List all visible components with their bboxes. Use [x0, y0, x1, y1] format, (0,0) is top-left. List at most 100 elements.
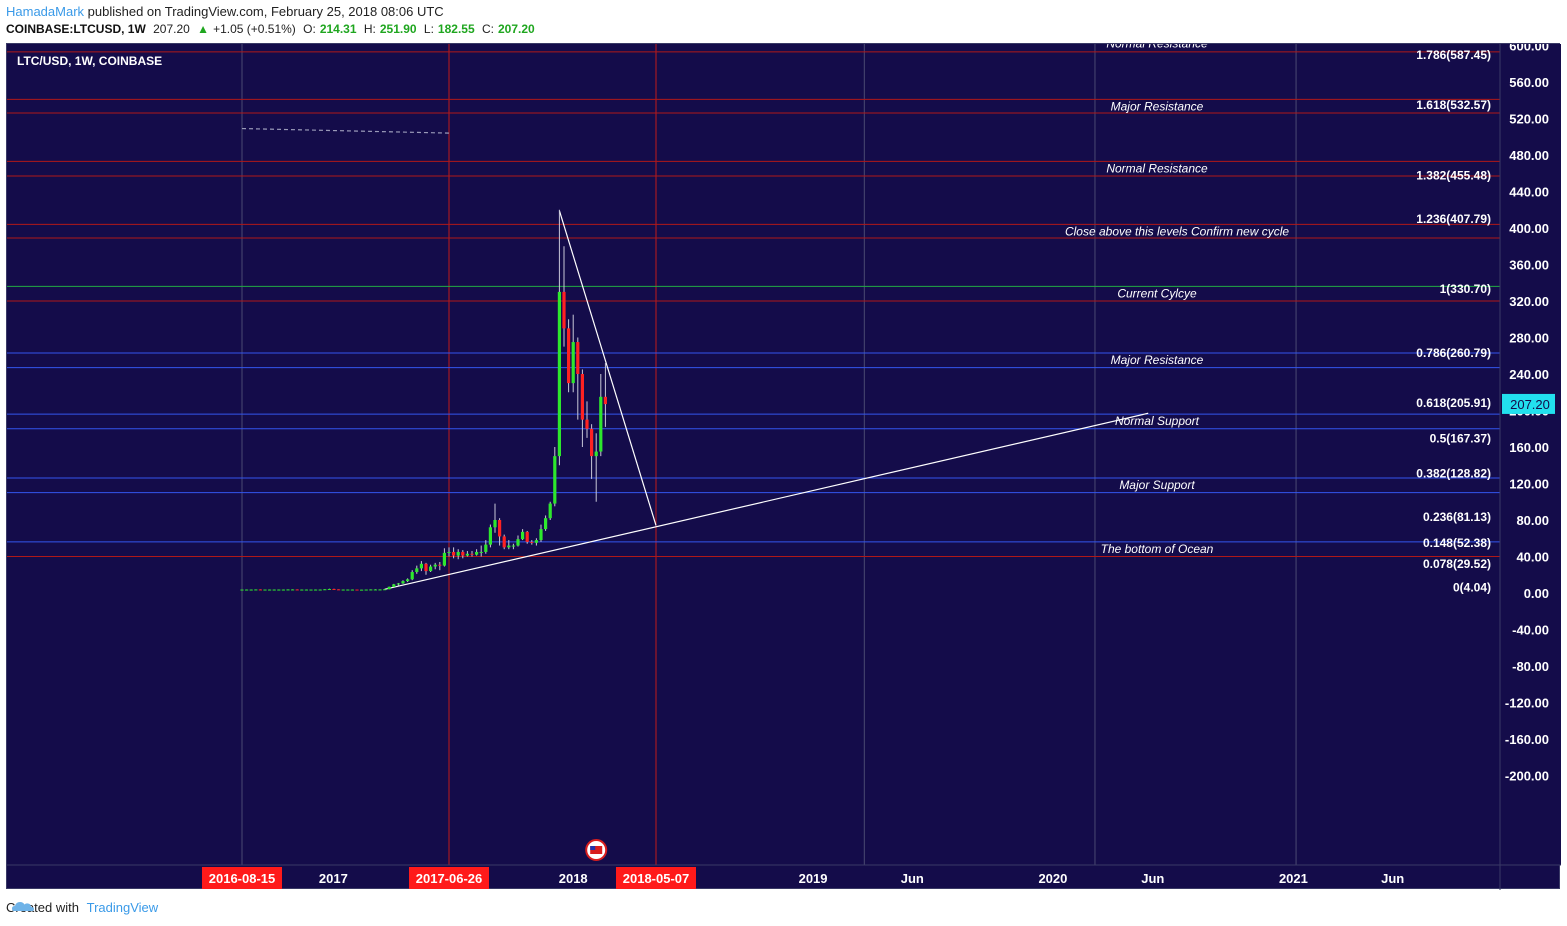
candle-body-38: [415, 568, 419, 573]
fib-label-12: 0.078(29.52): [1423, 557, 1491, 571]
candle-body-39: [419, 563, 423, 569]
candle-body-32: [387, 586, 391, 590]
candle-body-65: [539, 529, 543, 541]
candle-body-70: [562, 291, 566, 329]
fib-label-8: 0.5(167.37): [1430, 431, 1491, 445]
symbol-label: COINBASE:LTCUSD, 1W: [6, 22, 146, 36]
candle-body-36: [406, 579, 410, 582]
trendline-0: [384, 412, 1149, 590]
y-tick-label-21: -200.00: [1505, 769, 1549, 784]
candle-body-7: [272, 589, 276, 591]
candle-body-50: [470, 553, 474, 555]
y-tick-label-2: 560.00: [1509, 75, 1549, 90]
zone-label-1: Major Resistance: [1111, 99, 1204, 113]
publish-info: HamadaMark published on TradingView.com,…: [6, 4, 444, 19]
ohlc-legend: COINBASE:LTCUSD, 1W 207.20 ▲ +1.05 (+0.51…: [6, 22, 539, 36]
low-value: 182.55: [437, 22, 475, 36]
zone-label-3: Close above this levels Confirm new cycl…: [1065, 224, 1289, 238]
y-tick-label-17: -40.00: [1512, 623, 1549, 638]
y-tick-label-7: 360.00: [1509, 258, 1549, 273]
candle-body-18: [323, 589, 327, 591]
candle-body-20: [332, 588, 336, 590]
us-flag-canton-icon: [590, 846, 596, 850]
candle-body-28: [369, 589, 373, 591]
x-tick-label-10: Jun: [1381, 871, 1404, 886]
candle-body-6: [268, 589, 272, 591]
chart-area[interactable]: Normal Resistance Major Resistance Normal …: [6, 43, 1561, 890]
high-label: H:: [363, 22, 376, 36]
tradingview-link[interactable]: TradingView: [86, 900, 159, 915]
x-date-badge-4: [616, 867, 696, 889]
y-axis-panel: [1500, 44, 1561, 865]
fib-label-9: 0.382(128.82): [1416, 466, 1491, 480]
published-text: published on TradingView.com, February 2…: [87, 4, 444, 19]
candle-body-67: [548, 503, 552, 519]
candle-body-40: [424, 563, 428, 572]
candle-body-62: [525, 531, 529, 542]
candle-body-61: [521, 531, 525, 540]
x-tick-label-3: 2018: [559, 871, 588, 886]
y-tick-label-5: 440.00: [1509, 185, 1549, 200]
price-chart[interactable]: Normal Resistance Major Resistance Normal …: [7, 44, 1561, 890]
y-tick-label-10: 240.00: [1509, 367, 1549, 382]
candle-body-56: [498, 520, 502, 537]
current-price-badge: [1502, 393, 1555, 414]
x-tick-label-4: 2018-05-07: [623, 871, 690, 886]
candle-body-4: [258, 589, 262, 591]
candle-body-1: [245, 589, 249, 591]
candle-body-29: [373, 589, 377, 591]
candle-body-44: [442, 552, 446, 566]
y-tick-label-9: 280.00: [1509, 331, 1549, 346]
fib-label-4: 1.236(407.79): [1416, 212, 1491, 226]
candle-body-51: [475, 551, 479, 555]
candle-body-34: [396, 583, 400, 585]
candle-body-79: [603, 396, 607, 405]
x-tick-label-7: 2020: [1038, 871, 1067, 886]
candle-body-69: [557, 291, 561, 457]
tradingview-cloud-icon: [12, 902, 34, 911]
fib-label-6: 0.786(260.79): [1416, 346, 1491, 360]
y-tick-label-18: -80.00: [1512, 659, 1549, 674]
y-tick-label-20: -160.00: [1505, 732, 1549, 747]
candle-body-37: [410, 572, 414, 580]
candle-body-75: [585, 419, 589, 429]
candle-body-21: [337, 589, 341, 591]
candle-body-16: [314, 589, 318, 591]
candle-body-42: [433, 564, 437, 567]
candle-body-0: [240, 589, 244, 591]
y-tick-label-13: 120.00: [1509, 477, 1549, 492]
x-date-badge-0: [202, 867, 282, 889]
fib-label-1: 1.786(587.45): [1416, 48, 1491, 62]
candle-body-26: [360, 589, 364, 591]
zone-label-4: Current Cylcye: [1117, 286, 1197, 300]
x-tick-label-2: 2017-06-26: [416, 871, 483, 886]
candle-body-63: [530, 541, 534, 543]
author-link[interactable]: HamadaMark: [6, 4, 85, 19]
price-change: +1.05 (+0.51%): [213, 22, 296, 36]
candle-body-68: [553, 456, 557, 504]
candle-body-22: [341, 589, 345, 591]
fib-label-13: 0(4.04): [1453, 580, 1491, 594]
candle-body-57: [502, 536, 506, 548]
y-tick-label-14: 80.00: [1516, 513, 1549, 528]
y-tick-label-15: 40.00: [1516, 550, 1549, 565]
open-value: 214.31: [319, 22, 357, 36]
candle-body-78: [599, 396, 603, 452]
candle-body-49: [465, 553, 469, 556]
candle-body-23: [346, 589, 350, 591]
candle-body-48: [461, 551, 465, 556]
open-label: O:: [303, 22, 316, 36]
zone-label-7: Major Support: [1119, 478, 1195, 492]
candle-body-12: [295, 589, 299, 591]
x-tick-label-8: Jun: [1141, 871, 1164, 886]
candle-body-73: [576, 342, 580, 374]
candle-body-5: [263, 589, 267, 591]
trendline-2: [241, 127, 450, 134]
candle-body-45: [447, 551, 451, 553]
x-tick-label-0: 2016-08-15: [209, 871, 276, 886]
candle-body-13: [300, 589, 304, 591]
fib-label-10: 0.236(81.13): [1423, 510, 1491, 524]
candle-body-31: [383, 589, 387, 591]
candle-body-46: [452, 551, 456, 556]
candle-body-19: [327, 588, 331, 590]
